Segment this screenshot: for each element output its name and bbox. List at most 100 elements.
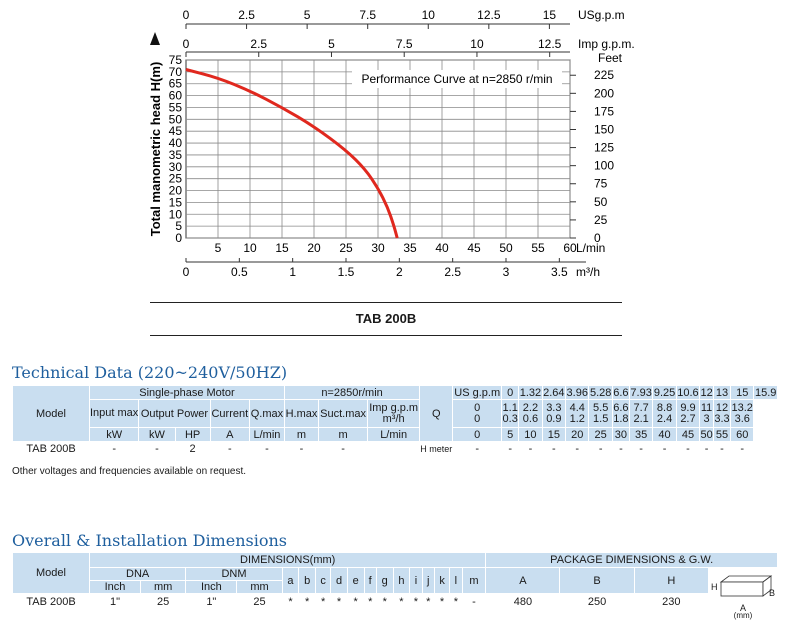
x-m3h-tick-label: 3 — [503, 265, 510, 279]
y-tick-label: 60 — [169, 89, 183, 103]
q-value: 60 — [730, 427, 755, 442]
y-axis-title: Total manometric head H(m) — [148, 62, 163, 237]
q-value-pair: 12 3.3 — [712, 399, 732, 428]
q-value: 5.5 — [593, 401, 609, 414]
x-impgpm-tick-label: 5 — [328, 37, 335, 51]
q-value: 6.6 — [611, 385, 630, 400]
q-value: 35 — [628, 427, 654, 442]
hmeter-value: - — [611, 441, 630, 457]
pkg-letter-header: A — [485, 567, 561, 594]
x-m3h-tick-label: 3.5 — [551, 265, 568, 279]
y-tick-label: 0 — [175, 231, 182, 245]
dim-letter-header: h — [392, 567, 411, 594]
q-value: 3.96 — [565, 385, 590, 400]
dim-letter-header: d — [330, 567, 348, 594]
y-right-tick-label: 125 — [594, 141, 614, 155]
q-value: 30 — [611, 427, 630, 442]
table-row: TAB 200B 1" 25 1" 25 * * * * * * * * * * * * - 480 25… — [12, 593, 778, 610]
y-tick-label: 70 — [169, 65, 183, 79]
q-value: 2.2 — [522, 401, 539, 414]
table-row: TAB 200B - - 2 - - - - H meter ---------… — [12, 441, 778, 457]
hmeter-value: - — [541, 441, 567, 457]
dna-header: DNA — [88, 567, 187, 581]
dim-letter-header: l — [449, 567, 463, 594]
x-m3h-tick-label: 0.5 — [231, 265, 248, 279]
y-right-tick-label: 175 — [594, 104, 614, 118]
q-value: 15 — [541, 427, 567, 442]
q-value: 8.8 — [656, 401, 673, 414]
row-model: TAB 200B — [12, 441, 90, 457]
x-m3h-tick-label: 0 — [183, 265, 190, 279]
q-value: 0 — [452, 427, 503, 442]
q-label-usgpm: US g.p.m — [452, 385, 503, 400]
hmeter-value: - — [730, 441, 755, 457]
pkg-value: 480 — [485, 593, 561, 610]
y-tick-label: 10 — [169, 207, 183, 221]
q-value: 25 — [588, 427, 613, 442]
dim-value: * — [392, 593, 411, 610]
x-impgpm-tick-label: 12.5 — [538, 37, 562, 51]
q-value: 3 — [703, 412, 710, 425]
dim-value: * — [298, 593, 316, 610]
q-value-pair: 6.6 1.8 — [611, 399, 630, 428]
q-value: 2.1 — [633, 412, 649, 425]
q-value-pair: 2.2 0.6 — [518, 399, 543, 428]
unit-kw: kW — [138, 427, 176, 442]
box-label-h: H — [711, 582, 718, 592]
y-right-tick-label: 50 — [594, 195, 608, 209]
q-value: 9.9 — [680, 401, 696, 414]
q-value: 0 — [474, 412, 481, 425]
x-usgpm-tick-label: 5 — [304, 8, 311, 22]
x-lmin-unit: L/min — [576, 241, 605, 255]
q-value: 6.6 — [613, 401, 629, 414]
y-tick-label: 45 — [169, 124, 183, 138]
y-right-tick-label: 200 — [594, 86, 614, 100]
dim-model-header: Model — [12, 552, 90, 594]
y-right-tick-label: 0 — [594, 231, 601, 245]
dim-letter-header: a — [281, 567, 300, 594]
x-impgpm-tick-label: 0 — [183, 37, 190, 51]
y-right-tick-label: 25 — [594, 213, 608, 227]
unit-m-suction: m — [318, 427, 369, 442]
technical-data-title: Technical Data (220~240V/50HZ) — [12, 363, 288, 382]
x-usgpm-tick-label: 10 — [422, 8, 436, 22]
package-box-icon — [719, 575, 773, 597]
q-label-lmin: L/min — [367, 427, 421, 442]
x-lmin-tick-label: 5 — [215, 241, 222, 255]
hmeter-value: - — [699, 441, 714, 457]
y-tick-label: 25 — [169, 172, 183, 186]
unit-lmin: L/min — [249, 427, 285, 442]
row-hmax: - — [283, 441, 320, 457]
q-value-pair: 9.9 2.7 — [675, 399, 701, 428]
dim-value: * — [281, 593, 300, 610]
y-tick-label: 30 — [169, 160, 183, 174]
dim-row-dna-mm: 25 — [140, 593, 187, 610]
hmeter-value: - — [675, 441, 701, 457]
x-impgpm-tick-label: 7.5 — [396, 37, 413, 51]
x-lmin-tick-label: 10 — [243, 241, 257, 255]
q-value-pair: 1.1 0.3 — [501, 399, 520, 428]
y-tick-label: 40 — [169, 136, 183, 150]
chart-title: Performance Curve at n=2850 r/min — [361, 72, 552, 86]
q-value-pair: 5.5 1.5 — [588, 399, 613, 428]
dna-inch-header: Inch — [88, 580, 142, 594]
x-usgpm-unit: USg.p.m — [578, 8, 625, 22]
dim-row-dna-inch: 1" — [88, 593, 142, 610]
q-value: 7.93 — [628, 385, 654, 400]
x-lmin-tick-label: 50 — [499, 241, 513, 255]
x-usgpm-tick-label: 15 — [543, 8, 557, 22]
q-value: 1.8 — [613, 412, 629, 425]
y-right-tick-label: 225 — [594, 68, 614, 82]
y-tick-label: 55 — [169, 100, 183, 114]
q-value: 10.6 — [675, 385, 701, 400]
hmeter-value: - — [652, 441, 677, 457]
dnm-inch-header: Inch — [185, 580, 238, 594]
dnm-header: DNM — [185, 567, 283, 581]
dim-letter-header: f — [363, 567, 377, 594]
x-impgpm-tick-label: 2.5 — [250, 37, 267, 51]
hmeter-value: - — [628, 441, 654, 457]
dim-row-dnm-inch: 1" — [185, 593, 238, 610]
q-value: 5 — [501, 427, 520, 442]
dim-value: * — [433, 593, 451, 610]
